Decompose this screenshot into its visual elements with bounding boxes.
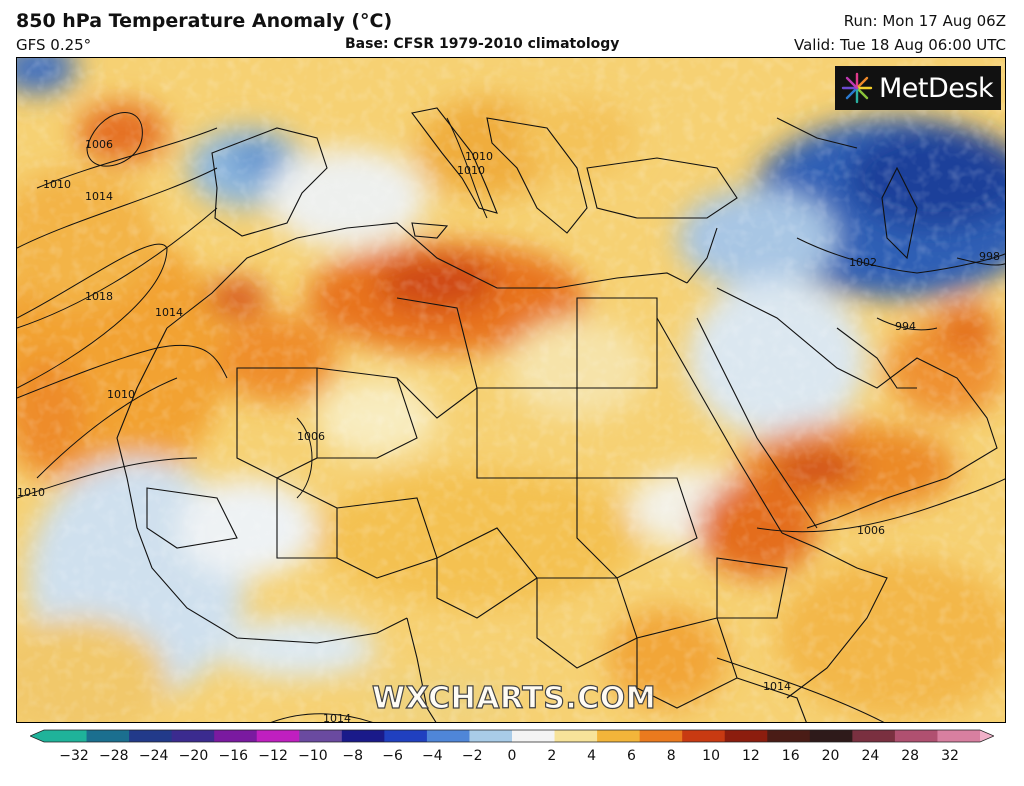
- colorbar-tick-label: −10: [298, 748, 328, 764]
- colorbar-ticks: −32 −28 −24 −20 −16 −12 −10 −8 −6 −4 −2 0 2 4 6 8 10 12 16…: [0, 748, 1024, 770]
- colorbar-segment: [639, 730, 683, 742]
- isobar-label: 994: [895, 320, 916, 333]
- colorbar-tick-label: −2: [461, 748, 483, 764]
- base-climatology-label: Base: CFSR 1979-2010 climatology: [345, 36, 620, 52]
- anomaly-field: [17, 58, 1005, 722]
- model-label: GFS 0.25°: [16, 36, 92, 54]
- metdesk-logo: MetDesk: [835, 66, 1001, 110]
- isobar-label: 1010: [457, 164, 485, 177]
- colorbar-tick-label: 8: [666, 748, 676, 764]
- colorbar-tick-label: −20: [178, 748, 209, 764]
- colorbar-arrow-right: [980, 730, 994, 742]
- colorbar: [30, 729, 994, 743]
- isobar-label: 1010: [43, 178, 71, 191]
- isobar-label: 1014: [155, 306, 183, 319]
- colorbar-tick-label: −8: [342, 748, 364, 764]
- colorbar-tick-label: 0: [507, 748, 517, 764]
- colorbar-tick-label: 2: [547, 748, 557, 764]
- colorbar-tick-label: −24: [138, 748, 169, 764]
- isobar-label: 1010: [465, 150, 493, 163]
- isobar-label: 1014: [323, 712, 351, 723]
- colorbar-segment: [809, 730, 853, 742]
- colorbar-segment: [512, 730, 556, 742]
- colorbar-tick-label: 6: [626, 748, 636, 764]
- chart-title: 850 hPa Temperature Anomaly (°C): [16, 10, 393, 32]
- colorbar-segment: [894, 730, 939, 742]
- map-panel[interactable]: 1006 1010 1014 1018 1014 1010 1006 1010 …: [16, 57, 1006, 723]
- logo-text: MetDesk: [879, 72, 994, 104]
- isobar-label: 1014: [763, 680, 791, 693]
- colorbar-tick-label: 28: [901, 748, 920, 764]
- colorbar-tick-label: 32: [941, 748, 959, 764]
- colorbar-tick-label: 20: [821, 748, 840, 764]
- run-time-label: Run: Mon 17 Aug 06Z: [843, 12, 1006, 30]
- coastlines-and-borders: [116, 107, 998, 722]
- colorbar-tick-label: 12: [741, 748, 760, 764]
- colorbar-segment: [214, 730, 258, 742]
- isobar-label: 1018: [85, 290, 113, 303]
- colorbar-segment: [86, 730, 130, 742]
- colorbar-arrow-left: [30, 730, 44, 742]
- colorbar-segment: [299, 730, 343, 742]
- colorbar-segment: [256, 730, 300, 742]
- colorbar-segment: [426, 730, 471, 742]
- colorbar-tick-label: −28: [99, 748, 129, 764]
- colorbar-tick-label: 24: [861, 748, 880, 764]
- colorbar-segment: [767, 730, 811, 742]
- colorbar-segment: [129, 730, 173, 742]
- anomaly-map: [17, 58, 1005, 722]
- colorbar-segment: [724, 730, 768, 742]
- colorbar-tick-label: −16: [218, 748, 249, 764]
- isobar-label: 998: [979, 250, 1000, 263]
- colorbar-tick-label: 10: [702, 748, 720, 764]
- colorbar-tick-label: 4: [587, 748, 597, 764]
- colorbar-outline: [30, 729, 994, 743]
- colorbar-segment: [341, 730, 385, 742]
- colorbar-tick-label: −32: [59, 748, 89, 764]
- isobar-label: 1006: [85, 138, 113, 151]
- colorbar-tick-label: −12: [258, 748, 288, 764]
- isobar-label: 1010: [17, 486, 45, 499]
- colorbar-segment: [852, 730, 896, 742]
- starburst-icon: [841, 72, 873, 104]
- isobar-label: 1006: [857, 524, 885, 537]
- colorbar-segment: [44, 730, 88, 742]
- colorbar-tick-label: −6: [382, 748, 403, 764]
- colorbar-segment: [937, 730, 981, 742]
- isobar-label: 1002: [849, 256, 877, 269]
- colorbar-segment: [682, 730, 726, 742]
- colorbar-segment: [469, 730, 513, 742]
- colorbar-segment: [554, 730, 598, 742]
- valid-time-label: Valid: Tue 18 Aug 06:00 UTC: [794, 36, 1006, 54]
- colorbar-tick-label: 16: [781, 748, 800, 764]
- colorbar-tick-label: −4: [422, 748, 443, 764]
- colorbar-segment: [597, 730, 641, 742]
- colorbar-segment: [171, 730, 215, 742]
- isobar-label: 1010: [107, 388, 135, 401]
- isobar-label: 1014: [85, 190, 113, 203]
- colorbar-segment: [384, 730, 428, 742]
- isobar-label: 1006: [297, 430, 325, 443]
- isobars: [17, 112, 1005, 722]
- watermark: WXCHARTS.COM: [371, 680, 657, 716]
